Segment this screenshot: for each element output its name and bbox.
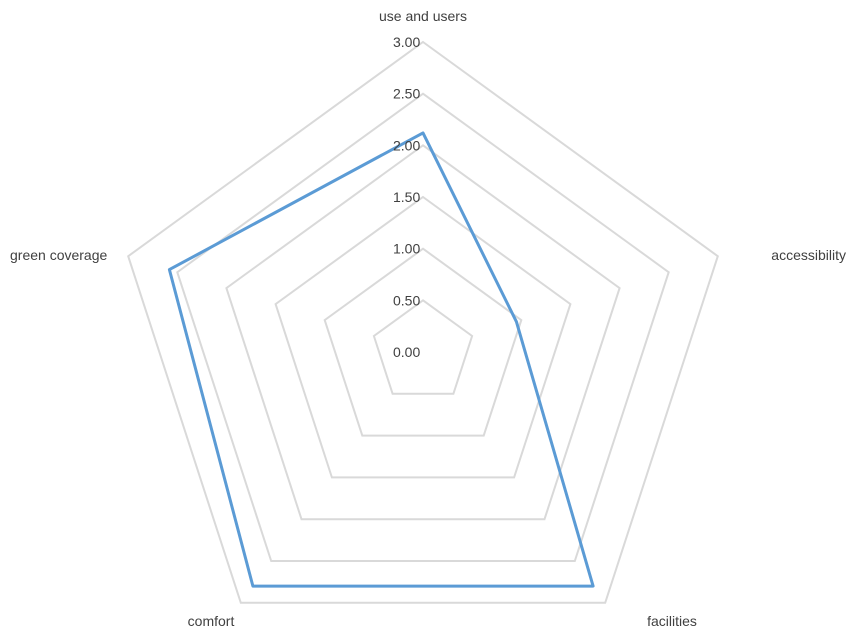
axis-label-4: green coverage [10,247,108,263]
series-layer [167,131,595,588]
grid-ring-5 [176,92,670,562]
grid-ring-6 [127,40,719,604]
axis-label-3: comfort [188,613,235,629]
tick-label-4: 2.00 [393,137,420,153]
grid-ring-1 [372,299,474,395]
grid-ring-4 [225,144,621,521]
grid-ring-2 [323,247,523,437]
tick-label-layer: 0.00 0.50 1.00 1.50 2.00 2.50 3.00 [393,34,420,360]
tick-label-6: 3.00 [393,34,420,50]
series-line-0 [167,131,595,588]
tick-label-3: 1.50 [393,189,420,205]
axis-label-1: accessibility [771,247,846,263]
axis-label-0: use and users [379,8,467,24]
tick-label-5: 2.50 [393,86,420,102]
tick-label-2: 1.00 [393,241,420,257]
axis-label-layer: use and users accessibility facilities comf… [10,8,846,629]
grid-layer [127,40,719,604]
axis-label-2: facilities [647,613,697,629]
grid-ring-3 [274,195,572,479]
tick-label-1: 0.50 [393,292,420,308]
tick-label-0: 0.00 [393,344,420,360]
